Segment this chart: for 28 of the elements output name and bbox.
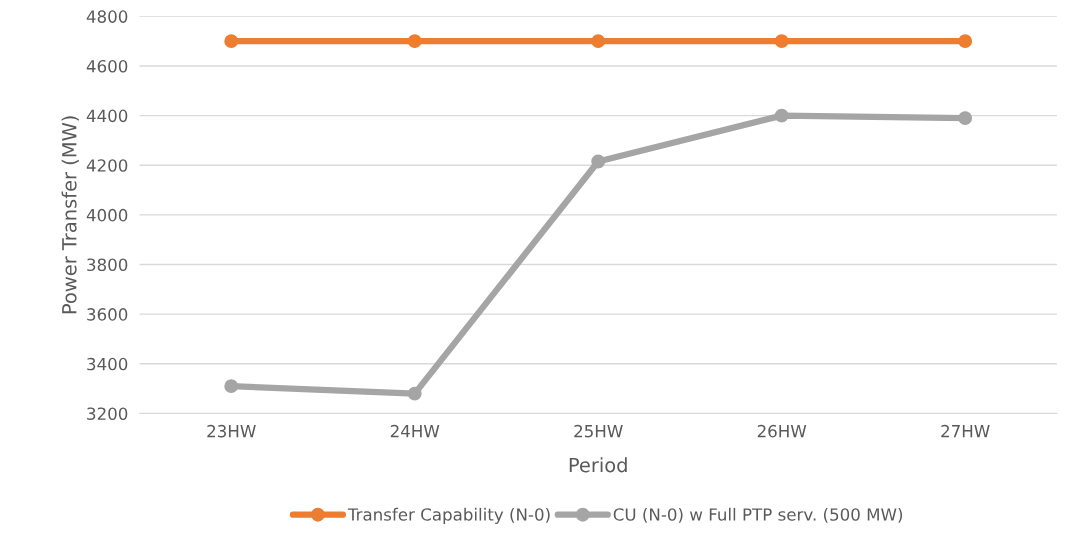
y-tick-label: 3400: [87, 357, 128, 371]
y-tick-label: 3200: [87, 407, 128, 421]
x-tick-label: 24HW: [390, 424, 440, 438]
y-tick-label: 4400: [86, 109, 128, 123]
point: [407, 386, 422, 401]
x-tick-label: 25HW: [574, 424, 623, 438]
y-tick-label: 4200: [86, 159, 128, 172]
point: [224, 34, 239, 49]
point: [958, 111, 973, 126]
x-axis-title: Period: [569, 457, 627, 473]
point: [591, 34, 606, 49]
point: [407, 34, 422, 49]
y-tick-label: 4800: [86, 10, 128, 23]
legend-label: Transfer Capability (N-0): [347, 507, 550, 524]
y-tick-label: 4000: [86, 208, 128, 222]
point: [591, 154, 606, 169]
x-tick-label: 27HW: [941, 424, 990, 438]
legend-label: CU (N-0) w Full PTP serv. (500 MW): [613, 507, 903, 523]
y-axis-title: Power Transfer (MW): [61, 116, 79, 314]
point: [958, 34, 973, 49]
point: [774, 34, 789, 49]
y-tick-label: 3600: [87, 308, 128, 321]
x-tick-label: 23HW: [207, 424, 256, 438]
point: [774, 108, 789, 123]
point: [224, 379, 239, 394]
x-tick-label: 26HW: [757, 424, 807, 438]
y-tick-label: 3800: [87, 258, 128, 272]
y-tick-label: 4600: [86, 59, 128, 73]
